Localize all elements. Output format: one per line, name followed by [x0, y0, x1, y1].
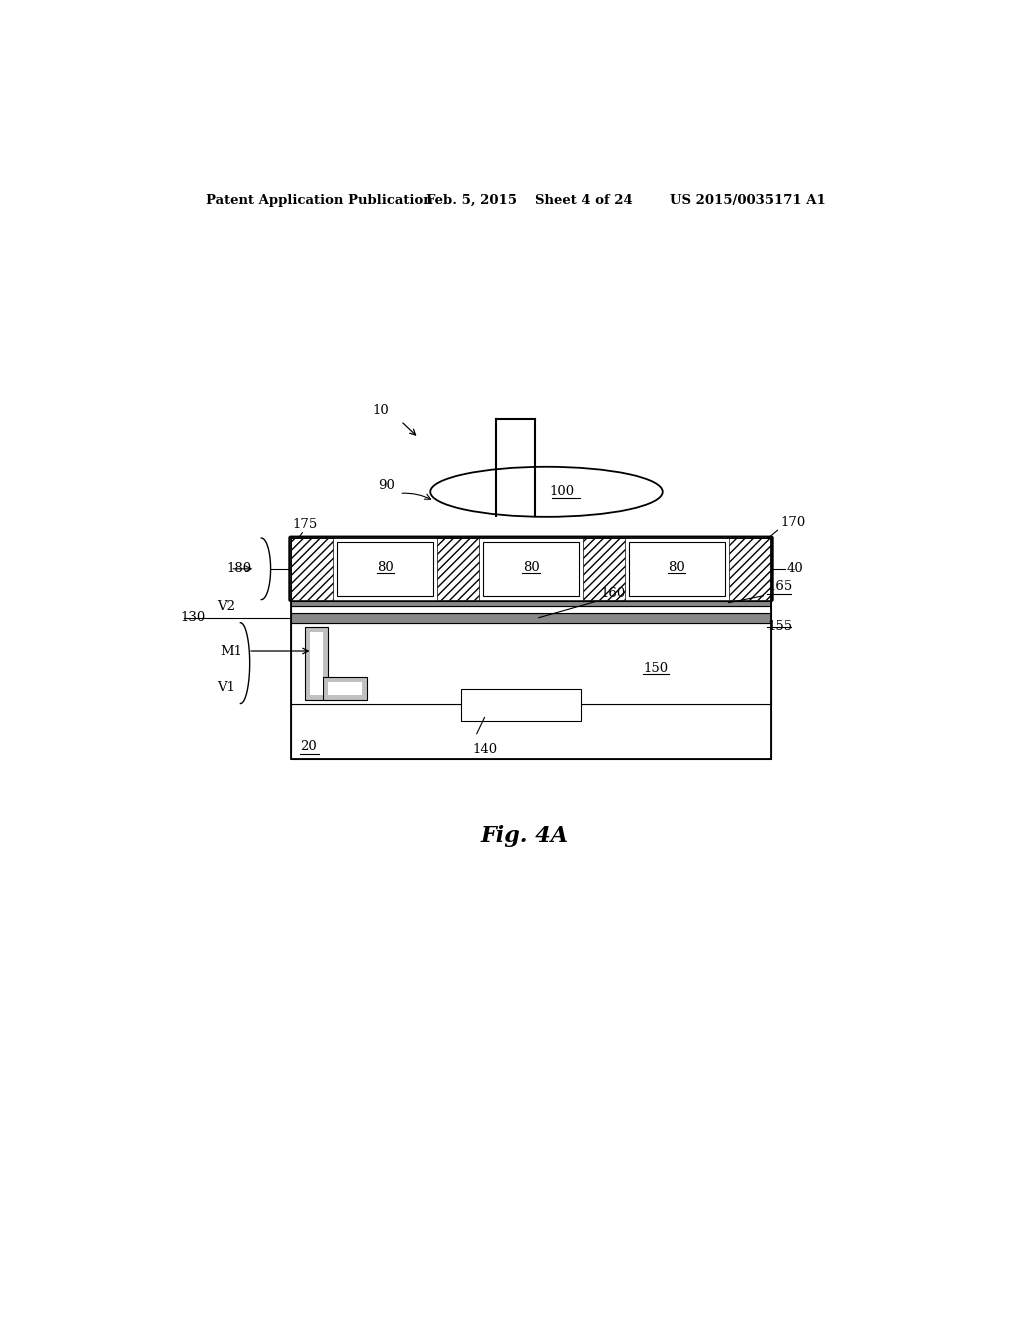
Text: V1: V1 — [217, 681, 236, 694]
Bar — [291, 599, 771, 606]
Bar — [291, 539, 771, 759]
Text: 90: 90 — [379, 479, 395, 492]
Text: 20: 20 — [300, 739, 316, 752]
Text: 180: 180 — [226, 562, 252, 576]
Text: Fig. 4A: Fig. 4A — [481, 825, 568, 847]
Bar — [291, 623, 771, 704]
Bar — [729, 539, 771, 599]
Bar — [436, 539, 479, 599]
Text: V2: V2 — [217, 601, 236, 612]
Bar — [461, 689, 582, 721]
Text: 80: 80 — [669, 561, 685, 574]
Bar — [291, 612, 771, 623]
Bar — [291, 704, 771, 759]
Text: 160: 160 — [601, 586, 626, 599]
Text: 175: 175 — [292, 517, 317, 531]
Bar — [291, 606, 771, 612]
Text: Sheet 4 of 24: Sheet 4 of 24 — [535, 194, 633, 207]
Bar — [291, 539, 334, 599]
Text: M1: M1 — [221, 644, 243, 657]
Text: 140: 140 — [473, 743, 498, 756]
Text: Feb. 5, 2015: Feb. 5, 2015 — [426, 194, 517, 207]
Bar — [583, 539, 626, 599]
Bar — [309, 631, 323, 694]
Bar — [305, 627, 328, 700]
FancyBboxPatch shape — [289, 536, 773, 601]
Bar — [323, 677, 367, 700]
Text: 165: 165 — [767, 581, 793, 594]
Bar — [629, 543, 725, 595]
Text: 40: 40 — [786, 562, 804, 576]
Text: 150: 150 — [643, 663, 669, 676]
Text: 80: 80 — [522, 561, 540, 574]
Text: 80: 80 — [377, 561, 393, 574]
Text: 130: 130 — [180, 611, 206, 624]
Text: 170: 170 — [780, 516, 806, 529]
Ellipse shape — [430, 467, 663, 517]
Text: Patent Application Publication: Patent Application Publication — [206, 194, 432, 207]
Text: 10: 10 — [372, 404, 389, 417]
Text: 155: 155 — [767, 619, 793, 632]
Bar — [328, 681, 361, 694]
Bar — [337, 543, 433, 595]
Text: 100: 100 — [550, 486, 574, 499]
Bar — [483, 543, 579, 595]
Text: US 2015/0035171 A1: US 2015/0035171 A1 — [671, 194, 826, 207]
